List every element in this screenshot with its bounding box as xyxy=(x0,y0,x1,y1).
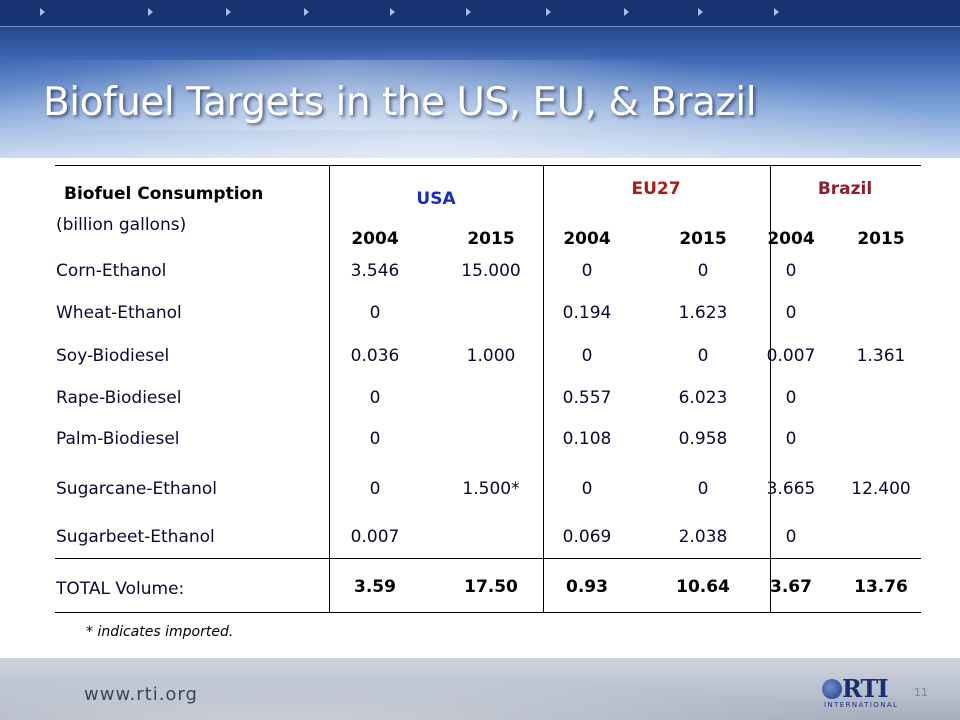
table-cell: 0 xyxy=(369,429,381,449)
table-cell: 0.958 xyxy=(678,429,728,449)
year-header: 2004 xyxy=(351,229,399,249)
row-label: Palm-Biodiesel xyxy=(56,429,180,449)
row-label: Wheat-Ethanol xyxy=(56,303,182,323)
footer-wave xyxy=(0,668,960,720)
table-cell: 0 xyxy=(697,261,709,281)
nav-arrow-icon xyxy=(546,8,551,16)
corner-title: Biofuel Consumption xyxy=(64,184,264,204)
header-streak xyxy=(0,60,960,130)
row-label: Corn-Ethanol xyxy=(56,261,167,281)
table-cell: 0.194 xyxy=(562,303,612,323)
table-cell: 1.000 xyxy=(466,346,516,366)
total-cell: 3.59 xyxy=(354,577,396,597)
table-cell: 0 xyxy=(785,388,797,408)
nav-arrow-icon xyxy=(466,8,471,16)
table-cell: 3.665 xyxy=(766,479,816,499)
table-cell: 0.036 xyxy=(350,346,400,366)
table-cell: 0 xyxy=(785,261,797,281)
table-cell: 0.069 xyxy=(562,527,612,547)
row-label: Soy-Biodiesel xyxy=(56,346,170,366)
table-cell: 0.557 xyxy=(562,388,612,408)
total-cell: 17.50 xyxy=(464,577,518,597)
row-label: Sugarbeet-Ethanol xyxy=(56,527,215,547)
footnote: * indicates imported. xyxy=(86,624,234,640)
region-header-usa: USA xyxy=(416,189,456,209)
table-cell: 0 xyxy=(785,527,797,547)
slide-header: Biofuel Targets in the US, EU, & Brazil xyxy=(0,0,960,158)
slide-title: Biofuel Targets in the US, EU, & Brazil xyxy=(43,80,757,125)
row-label: Sugarcane-Ethanol xyxy=(56,479,218,499)
table-cell: 0.007 xyxy=(350,527,400,547)
header-glow xyxy=(0,40,960,158)
nav-arrow-icon xyxy=(624,8,629,16)
table-cell: 3.546 xyxy=(350,261,400,281)
table-cell: 0.108 xyxy=(562,429,612,449)
table-top-rule xyxy=(55,165,921,166)
rti-logo: RTI INTERNATIONAL xyxy=(822,674,904,716)
total-cell: 3.67 xyxy=(770,577,812,597)
table-cell: 0 xyxy=(581,261,593,281)
nav-arrow-icon xyxy=(304,8,309,16)
total-separator-rule xyxy=(55,558,921,559)
page-number: 11 xyxy=(914,686,928,699)
table-cell: 0 xyxy=(697,479,709,499)
nav-bar xyxy=(0,0,960,27)
year-header: 2015 xyxy=(467,229,515,249)
nav-arrow-icon xyxy=(390,8,395,16)
footer-url: www.rti.org xyxy=(84,684,198,705)
table-cell: 12.400 xyxy=(851,479,911,499)
table-cell: 1.361 xyxy=(856,346,906,366)
column-divider xyxy=(770,166,771,612)
year-header: 2004 xyxy=(563,229,611,249)
table-bottom-rule xyxy=(55,612,921,613)
table-cell: 0 xyxy=(785,303,797,323)
table-cell: 15.000 xyxy=(461,261,521,281)
year-header: 2004 xyxy=(767,229,815,249)
table-cell: 0 xyxy=(369,303,381,323)
logo-wordmark: RTI xyxy=(842,674,889,703)
region-header-eu27: EU27 xyxy=(631,179,681,199)
column-divider xyxy=(543,166,544,612)
slide-footer: www.rti.org RTI INTERNATIONAL 11 xyxy=(0,658,960,720)
total-label: TOTAL Volume: xyxy=(56,579,185,599)
table-cell: 0.007 xyxy=(766,346,816,366)
table-cell: 0 xyxy=(369,388,381,408)
nav-arrow-icon xyxy=(148,8,153,16)
globe-icon xyxy=(822,679,842,699)
corner-subtitle: (billion gallons) xyxy=(56,215,187,235)
total-cell: 13.76 xyxy=(854,577,908,597)
table-cell: 0 xyxy=(369,479,381,499)
nav-arrow-icon xyxy=(774,8,779,16)
year-header: 2015 xyxy=(679,229,727,249)
table-cell: 1.500* xyxy=(462,479,520,499)
table-cell: 0 xyxy=(581,479,593,499)
table-cell: 0 xyxy=(785,429,797,449)
table-cell: 0 xyxy=(697,346,709,366)
total-cell: 10.64 xyxy=(676,577,730,597)
nav-arrow-icon xyxy=(40,8,45,16)
table-cell: 0 xyxy=(581,346,593,366)
table-cell: 6.023 xyxy=(678,388,728,408)
table-cell: 1.623 xyxy=(678,303,728,323)
total-cell: 0.93 xyxy=(566,577,608,597)
logo-subtitle: INTERNATIONAL xyxy=(824,701,899,709)
region-header-brazil: Brazil xyxy=(817,179,873,199)
nav-arrow-icon xyxy=(226,8,231,16)
column-divider xyxy=(329,166,330,612)
table-cell: 2.038 xyxy=(678,527,728,547)
row-label: Rape-Biodiesel xyxy=(56,388,182,408)
year-header: 2015 xyxy=(857,229,905,249)
nav-arrow-icon xyxy=(698,8,703,16)
